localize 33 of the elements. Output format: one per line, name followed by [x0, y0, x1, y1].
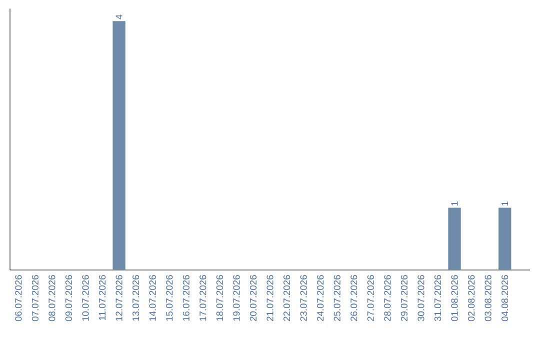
x-tick-label: 08.07.2026 [48, 275, 56, 322]
data-label: 4 [116, 14, 122, 20]
data-label: 1 [502, 201, 508, 206]
data-label: 1 [451, 201, 458, 206]
x-tick-label: 12.07.2026 [116, 275, 122, 321]
x-tick-label: 31.07.2026 [434, 275, 442, 322]
x-tick-label: 23.07.2026 [300, 275, 307, 321]
x-tick-label: 15.07.2026 [166, 275, 173, 321]
x-tick-label: 18.07.2026 [216, 275, 223, 321]
x-tick-label: 13.07.2026 [132, 275, 140, 321]
x-tick-label: 06.07.2026 [15, 275, 22, 322]
x-tick-label: 30.07.2026 [418, 275, 424, 322]
x-tick-label: 14.07.2026 [149, 275, 156, 321]
x-tick-label: 27.07.2026 [367, 275, 374, 321]
x-tick-label: 07.07.2026 [32, 275, 38, 322]
x-tick-label: 24.07.2026 [317, 275, 324, 321]
x-tick-label: 17.07.2026 [200, 275, 206, 321]
x-tick-label: 09.07.2026 [65, 275, 72, 322]
x-tick-label: 19.07.2026 [233, 275, 240, 321]
x-tick-label: 26.07.2026 [350, 275, 358, 321]
x-tick-label: 01.08.2026 [451, 275, 458, 322]
x-tick-label: 02.08.2026 [468, 275, 475, 322]
x-tick-label: 21.07.2026 [266, 275, 274, 321]
x-tick-label: 16.07.2026 [182, 275, 190, 321]
x-tick-label: 25.07.2026 [334, 275, 340, 321]
x-tick-label: 04.08.2026 [502, 275, 508, 322]
x-tick-label: 10.07.2026 [82, 275, 89, 321]
x-tick-label: 28.07.2026 [384, 275, 391, 321]
x-tick-label: 20.07.2026 [250, 275, 257, 321]
x-tick-label: 29.07.2026 [400, 275, 408, 321]
x-tick-label: 11.07.2026 [98, 275, 106, 320]
x-tick-label: 03.08.2026 [484, 275, 492, 322]
x-tick-label: 22.07.2026 [283, 275, 290, 321]
